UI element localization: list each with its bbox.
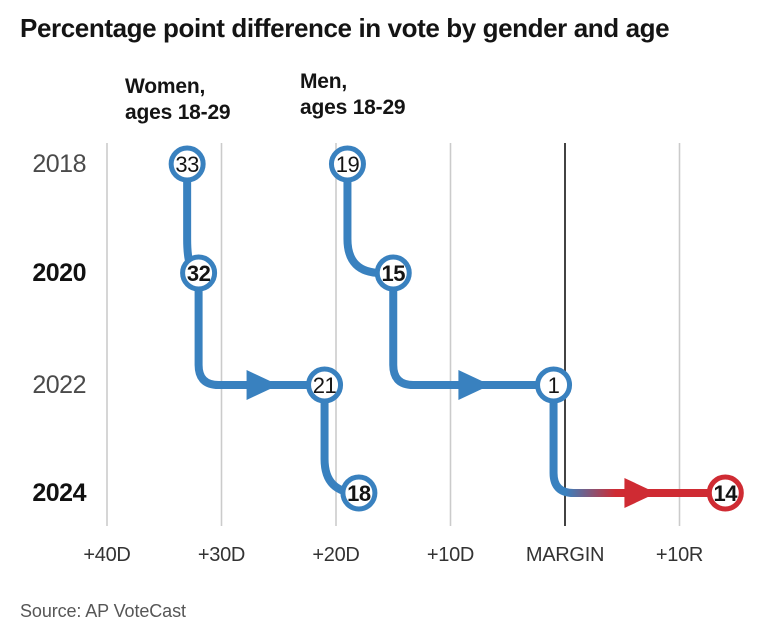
axis-tick-label: +20D: [312, 544, 359, 566]
axis-tick-label: +10R: [656, 544, 703, 566]
year-label: 2020: [32, 259, 86, 287]
data-point-value-women: 21: [313, 373, 337, 398]
series-header-men-line2: ages 18-29: [300, 96, 406, 119]
data-point-circle-men: [706, 474, 744, 512]
series-segment-women: [194, 273, 325, 389]
year-label: 2024: [32, 479, 86, 507]
year-label: 2018: [32, 150, 86, 178]
chart-title: Percentage point difference in vote by g…: [20, 13, 670, 43]
axis-tick-label: +40D: [83, 544, 130, 566]
series-header-men-line1: Men,: [300, 70, 348, 93]
data-point-value-men: 14: [714, 481, 739, 506]
data-point-value-men: 15: [382, 261, 406, 286]
axis-tick-label: +10D: [427, 544, 474, 566]
axis-tick-label: MARGIN: [526, 544, 604, 566]
data-point-circle-men: [374, 254, 412, 292]
axis-tick-label: +30D: [198, 544, 245, 566]
data-point-circle-men: [535, 366, 573, 404]
arrowhead-women: [246, 370, 279, 400]
source-note: Source: AP VoteCast: [20, 601, 186, 621]
series-header-men: Men, ages 18-29: [300, 69, 406, 121]
data-point-value-women: 33: [175, 152, 199, 177]
data-point-value-women: 32: [187, 261, 211, 286]
data-point-value-women: 18: [347, 481, 371, 506]
data-point-circle-women: [180, 254, 218, 292]
data-point-value-men: 1: [548, 373, 560, 398]
arrowhead-men: [624, 478, 657, 508]
series-header-women: Women, ages 18-29: [125, 74, 231, 126]
series-header-women-line2: ages 18-29: [125, 101, 231, 124]
arrowhead-men: [458, 370, 491, 400]
series-segment-men: [389, 273, 554, 389]
data-point-circle-women: [306, 366, 344, 404]
data-point-circle-women: [340, 474, 378, 512]
data-point-value-men: 19: [336, 152, 360, 177]
series-segment-men: [549, 385, 726, 497]
data-point-circle-women: [168, 145, 206, 183]
series-header-women-line1: Women,: [125, 75, 206, 98]
year-label: 2022: [32, 371, 86, 399]
data-point-circle-men: [328, 145, 366, 183]
